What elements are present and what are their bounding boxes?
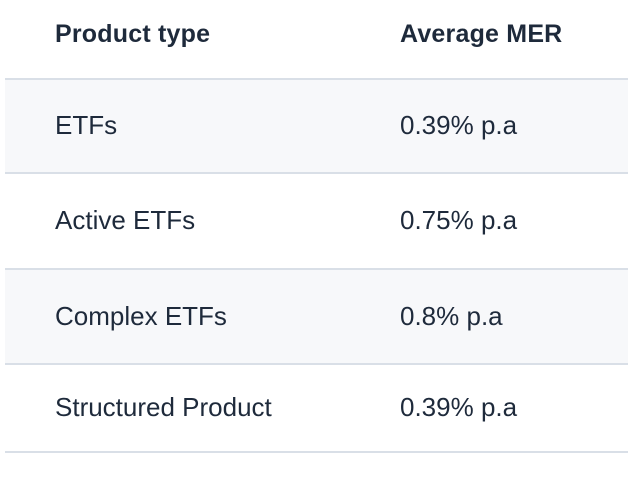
table-row: Active ETFs 0.75% p.a [5,172,628,268]
table-row: ETFs 0.39% p.a [5,78,628,172]
table-row: Structured Product 0.39% p.a [5,363,628,453]
product-type-cell: Active ETFs [55,205,196,236]
column-header-product-type: Product type [55,20,211,48]
product-type-cell: Structured Product [55,392,272,423]
mer-comparison-table: Product type Average MER ETFs 0.39% p.a … [5,0,628,453]
column-header-average-mer: Average MER [400,20,563,48]
average-mer-cell: 0.75% p.a [400,205,518,236]
average-mer-cell: 0.8% p.a [400,300,503,331]
product-type-cell: Complex ETFs [55,300,227,331]
average-mer-cell: 0.39% p.a [400,110,518,141]
average-mer-cell: 0.39% p.a [400,392,518,423]
product-type-cell: ETFs [55,110,118,141]
table-row: Complex ETFs 0.8% p.a [5,268,628,363]
table-header-row: Product type Average MER [5,0,628,78]
